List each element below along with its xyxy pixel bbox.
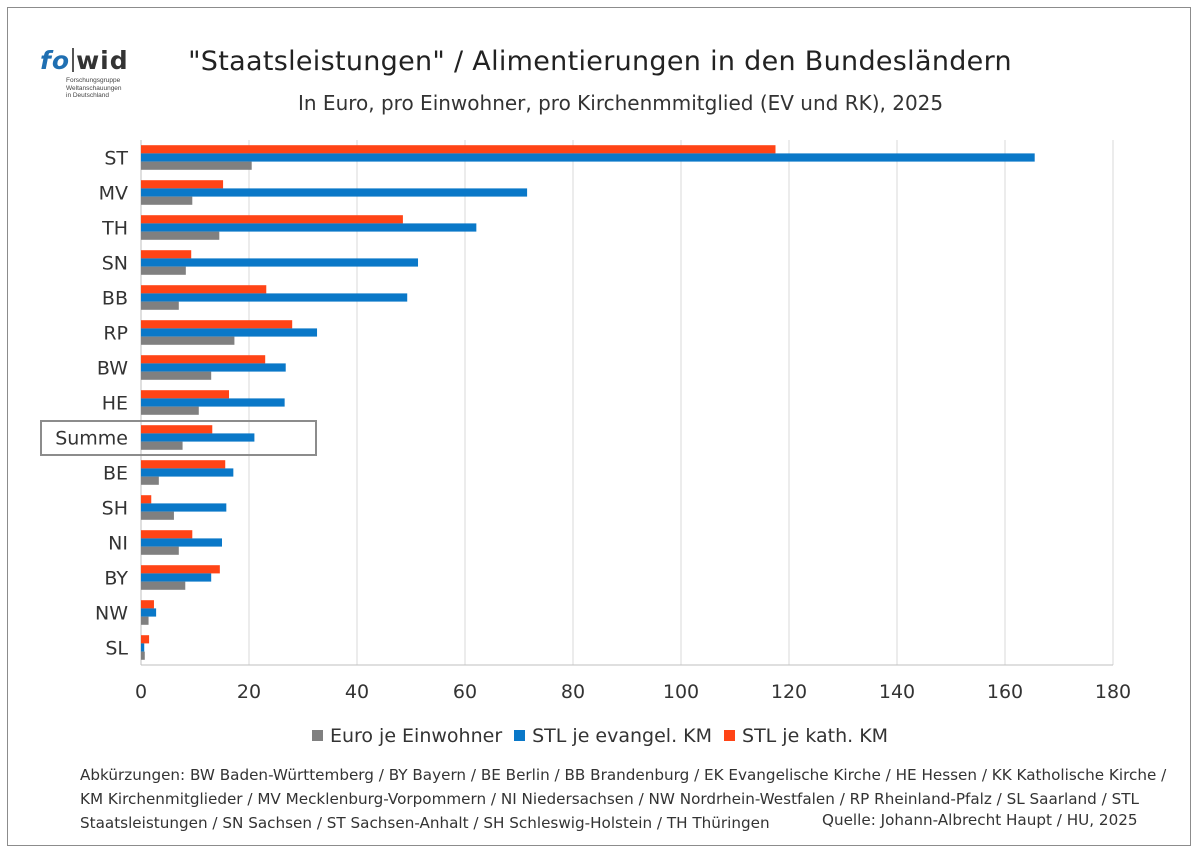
x-tick-label: 60	[453, 681, 477, 703]
bar	[141, 215, 403, 224]
bar	[141, 258, 419, 267]
y-tick-label: RP	[103, 323, 128, 345]
bar	[141, 530, 193, 539]
x-tick-label: 0	[135, 681, 147, 703]
logo-sub-line: Weltanschauungen	[66, 84, 122, 92]
bar	[141, 546, 179, 555]
x-tick-label: 160	[987, 681, 1023, 703]
bar	[141, 441, 183, 450]
x-tick-label: 40	[345, 681, 369, 703]
chart-frame	[7, 7, 1191, 846]
x-tick-label: 140	[879, 681, 915, 703]
bar	[141, 573, 212, 582]
legend-swatch	[514, 730, 526, 741]
chart-title: "Staatsleistungen" / Alimentierungen in …	[188, 46, 1012, 77]
logo-sub-line: in Deutschland	[66, 92, 109, 99]
bar	[141, 651, 145, 660]
bar	[141, 460, 226, 469]
y-tick-label: NW	[95, 603, 128, 625]
bar	[141, 336, 235, 345]
bar	[141, 355, 266, 364]
legend-item: STL je evangel. KM	[514, 725, 712, 747]
logo-subtitle: Forschungsgruppe Weltanschauungen in Deu…	[66, 77, 122, 100]
bar	[141, 161, 252, 170]
legend-label: STL je evangel. KM	[532, 724, 713, 747]
y-tick-label: HE	[102, 393, 128, 415]
bar	[141, 468, 234, 477]
bar	[141, 511, 174, 520]
bar	[141, 266, 186, 275]
bar	[141, 188, 528, 197]
bar	[141, 538, 222, 547]
bar	[141, 371, 212, 380]
x-tick-label: 180	[1095, 681, 1131, 703]
legend-label: STL je kath. KM	[742, 724, 889, 747]
bar	[141, 616, 149, 625]
bar	[141, 635, 150, 644]
bar	[141, 328, 318, 337]
y-tick-label: MV	[99, 183, 128, 205]
footnote: Abkürzungen: BW Baden-Württemberg / BY B…	[80, 763, 1170, 835]
y-tick-label: BW	[97, 358, 128, 380]
footnote-line: Staatsleistungen / SN Sachsen / ST Sachs…	[80, 814, 770, 832]
bar	[141, 223, 477, 232]
logo-fo: fo	[40, 46, 71, 75]
bar	[141, 433, 255, 442]
logo-sub-line: Forschungsgruppe	[66, 77, 121, 84]
fowid-logo: fo wid Forschungsgruppe Weltanschauungen …	[40, 46, 150, 106]
x-tick-label: 100	[663, 681, 699, 703]
footnote-line: Abkürzungen: BW Baden-Württemberg / BY B…	[80, 766, 1167, 784]
logo-wid: wid	[76, 46, 129, 75]
y-tick-label: SH	[102, 498, 128, 520]
bar	[141, 643, 145, 652]
y-tick-label: SN	[102, 253, 128, 275]
y-tick-label: SL	[105, 638, 128, 660]
bar	[141, 320, 293, 329]
y-tick-label: BE	[103, 463, 128, 485]
chart-subtitle: In Euro, pro Einwohner, pro Kirchenmmitg…	[298, 91, 944, 115]
bar	[141, 250, 192, 259]
y-tick-label: BY	[104, 568, 128, 590]
y-tick-label: Summe	[55, 428, 128, 450]
bar	[141, 425, 213, 434]
y-tick-label: ST	[104, 148, 128, 170]
y-tick-label: TH	[101, 218, 128, 240]
x-tick-label: 80	[561, 681, 585, 703]
bar	[141, 180, 224, 189]
bar	[141, 153, 1035, 162]
bar	[141, 398, 285, 407]
legend-label: Euro je Einwohner	[329, 724, 503, 747]
bar	[141, 476, 159, 485]
x-tick-label: 120	[771, 681, 807, 703]
bar	[141, 565, 220, 574]
bar	[141, 600, 154, 609]
bar	[141, 608, 157, 617]
bar	[141, 301, 179, 310]
source-note: Quelle: Johann-Albrecht Haupt / HU, 2025	[822, 811, 1138, 829]
bar	[141, 196, 193, 205]
bar	[141, 293, 408, 302]
legend-item: Euro je Einwohner	[311, 724, 503, 747]
bar	[141, 390, 230, 399]
x-tick-label: 20	[237, 681, 261, 703]
chart-legend: Euro je Einwohner STL je evangel. KM STL j…	[0, 724, 1200, 747]
legend-swatch	[724, 730, 736, 741]
bar	[141, 503, 227, 512]
footnote-line: KM Kirchenmitglieder / MV Mecklenburg-Vo…	[80, 790, 1139, 808]
bar	[141, 363, 286, 372]
highlight-box	[40, 420, 317, 456]
legend-swatch	[311, 730, 323, 741]
bar	[141, 285, 267, 294]
bar	[141, 581, 186, 590]
bar	[141, 231, 220, 240]
bar	[141, 145, 776, 154]
legend-item: STL je kath. KM	[724, 725, 888, 747]
y-tick-label: BB	[102, 288, 128, 310]
bar	[141, 495, 152, 504]
bar	[141, 406, 199, 415]
y-tick-label: NI	[108, 533, 128, 555]
